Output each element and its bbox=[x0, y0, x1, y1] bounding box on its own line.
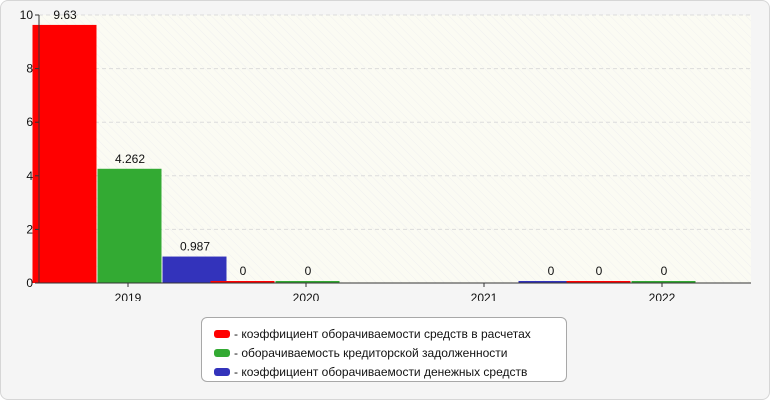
bar bbox=[162, 256, 227, 283]
legend-item: - оборачиваемость кредиторской задолженн… bbox=[214, 343, 566, 362]
x-tick-label: 2022 bbox=[649, 291, 676, 301]
legend-item: - коэффициент оборачиваемости средств в … bbox=[214, 324, 566, 343]
y-tick-label: 2 bbox=[26, 222, 33, 236]
legend-item: - коэффициент оборачиваемости денежных с… bbox=[214, 362, 566, 381]
bar bbox=[210, 281, 275, 283]
axes bbox=[35, 14, 751, 287]
data-label: 4.262 bbox=[115, 152, 145, 166]
y-tick-label: 6 bbox=[26, 115, 33, 129]
x-tick-label: 2019 bbox=[115, 291, 142, 301]
bars bbox=[32, 24, 696, 283]
y-tick-label: 4 bbox=[26, 169, 33, 183]
legend-swatch bbox=[214, 348, 230, 357]
bar bbox=[32, 24, 97, 283]
data-label: 0 bbox=[661, 264, 668, 278]
y-tick-label: 8 bbox=[26, 62, 33, 76]
bar bbox=[97, 168, 162, 283]
bar bbox=[566, 281, 631, 283]
legend: - коэффициент оборачиваемости средств в … bbox=[201, 317, 567, 382]
x-tick-label: 2021 bbox=[471, 291, 498, 301]
legend-label: - оборачиваемость кредиторской задолженн… bbox=[234, 345, 508, 360]
legend-label: - коэффициент оборачиваемости средств в … bbox=[234, 326, 531, 341]
data-label: 0 bbox=[305, 264, 312, 278]
bar bbox=[631, 281, 696, 283]
data-label: 0 bbox=[240, 264, 247, 278]
bar-chart: 0 2 4 6 8 10 2019 9.63 4.262 0.987 2020 0 0 2021 0 2022… bbox=[20, 8, 751, 301]
data-label: 0 bbox=[596, 264, 603, 278]
legend-label: - коэффициент оборачиваемости денежных с… bbox=[234, 364, 528, 379]
legend-swatch bbox=[214, 329, 230, 338]
legend-swatch bbox=[214, 367, 230, 376]
y-tick-label: 0 bbox=[26, 276, 33, 290]
bar bbox=[275, 281, 340, 283]
x-tick-label: 2020 bbox=[293, 291, 320, 301]
labels: 0 2 4 6 8 10 2019 9.63 4.262 0.987 2020 0 0 2021 0 2022… bbox=[20, 8, 676, 301]
bar bbox=[518, 281, 583, 283]
data-label: 0.987 bbox=[180, 240, 210, 254]
data-label: 0 bbox=[548, 264, 555, 278]
y-tick-label: 10 bbox=[20, 8, 34, 22]
data-label: 9.63 bbox=[53, 8, 77, 22]
